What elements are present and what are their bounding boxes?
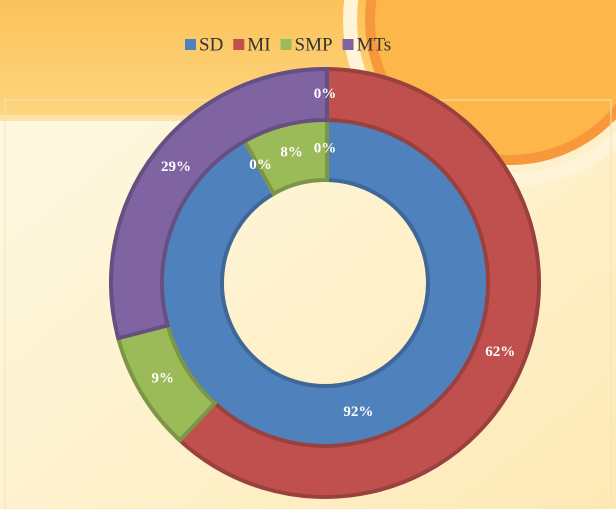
- legend-swatch: [280, 39, 292, 50]
- legend-swatch: [233, 39, 245, 50]
- data-label: 0%: [314, 86, 337, 102]
- data-label: 9%: [152, 370, 175, 386]
- legend-label: SMP: [295, 34, 333, 55]
- legend: SD MI SMP MTs: [185, 34, 391, 55]
- legend-label: MI: [247, 34, 270, 55]
- legend-swatch: [185, 39, 196, 50]
- legend-label: SD: [199, 34, 223, 55]
- donut-slice: [109, 66, 329, 341]
- data-label: 92%: [343, 404, 373, 420]
- data-label: 8%: [280, 145, 303, 161]
- data-label: 0%: [249, 157, 272, 173]
- data-label: 29%: [161, 159, 191, 175]
- donut-slice: [174, 66, 541, 499]
- data-label: 62%: [485, 344, 515, 360]
- data-label: 0%: [314, 140, 337, 156]
- legend-label: MTs: [357, 34, 392, 55]
- legend-swatch: [342, 39, 354, 50]
